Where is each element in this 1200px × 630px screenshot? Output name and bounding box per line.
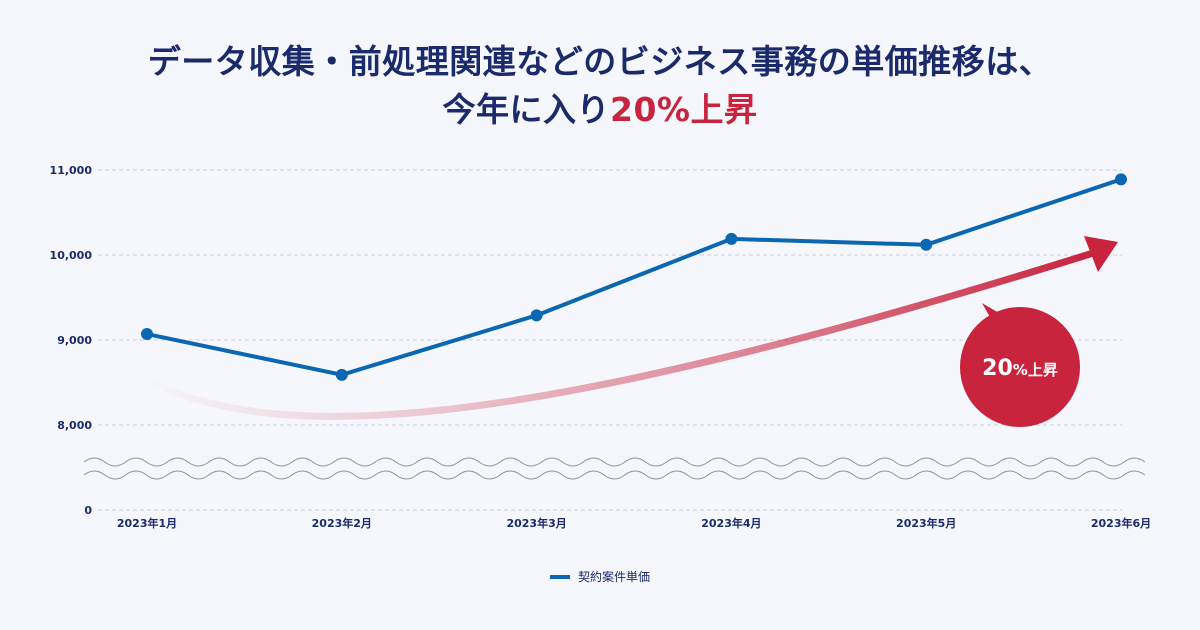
title-line-2: 今年に入り20%上昇 (0, 86, 1200, 134)
grid-lines (98, 169, 1122, 511)
series-contract-price (141, 173, 1127, 381)
legend-swatch (549, 574, 570, 579)
badge-label: 20%上昇 (982, 356, 1058, 381)
chart-title: データ収集・前処理関連などのビジネス事務の単価推移は、 今年に入り20%上昇 (0, 38, 1200, 134)
y-tick-label-zero: 0 (84, 504, 92, 517)
badge-pointer (982, 303, 1004, 326)
increase-badge: 20%上昇 (960, 303, 1080, 427)
data-point-4 (725, 232, 738, 245)
legend-label: 契約案件単価 (577, 570, 650, 584)
x-axis-labels: 2023年1月 2023年2月 2023年3月 2023年4月 2023年5月 2023年… (117, 516, 1151, 530)
x-tick-label-2: 2023年2月 (312, 516, 372, 530)
trend-arrow-head (1084, 236, 1118, 272)
x-tick-label-1: 2023年1月 (117, 516, 177, 530)
x-tick-label-6: 2023年6月 (1091, 516, 1151, 530)
badge-percent-sign: % (1013, 361, 1028, 379)
title-line-2-accent: 20%上昇 (610, 90, 758, 129)
axis-break-wave (83, 457, 1146, 480)
y-tick-label-9000: 9,000 (57, 334, 92, 347)
data-point-1 (141, 328, 153, 341)
series-line-1 (145, 177, 1123, 377)
y-tick-label-10000: 10,000 (50, 249, 93, 262)
y-tick-label-11000: 11,000 (50, 164, 93, 177)
break-wave-1 (83, 457, 1146, 467)
title-line-1: データ収集・前処理関連などのビジネス事務の単価推移は、 (147, 42, 1053, 81)
break-wave-2 (83, 470, 1146, 480)
data-point-2 (335, 368, 348, 381)
y-tick-label-8000: 8,000 (57, 419, 92, 432)
legend: 契約案件単価 (0, 568, 1200, 585)
x-tick-label-3: 2023年3月 (506, 516, 566, 530)
y-axis-labels: 8,000 9,000 10,000 11,000 0 (50, 164, 93, 517)
badge-increase-text: 上昇 (1028, 361, 1058, 379)
badge-circle (960, 307, 1080, 427)
x-tick-label-4: 2023年4月 (701, 516, 761, 530)
trend-arrow-curve (136, 250, 1094, 420)
badge-percent: 20 (982, 356, 1013, 381)
trend-arrow (136, 236, 1118, 420)
title-line-2-prefix: 今年に入り (442, 90, 610, 129)
data-point-5 (920, 238, 933, 251)
x-tick-label-5: 2023年5月 (896, 516, 956, 530)
data-point-6 (1115, 173, 1127, 186)
data-point-3 (530, 309, 543, 322)
